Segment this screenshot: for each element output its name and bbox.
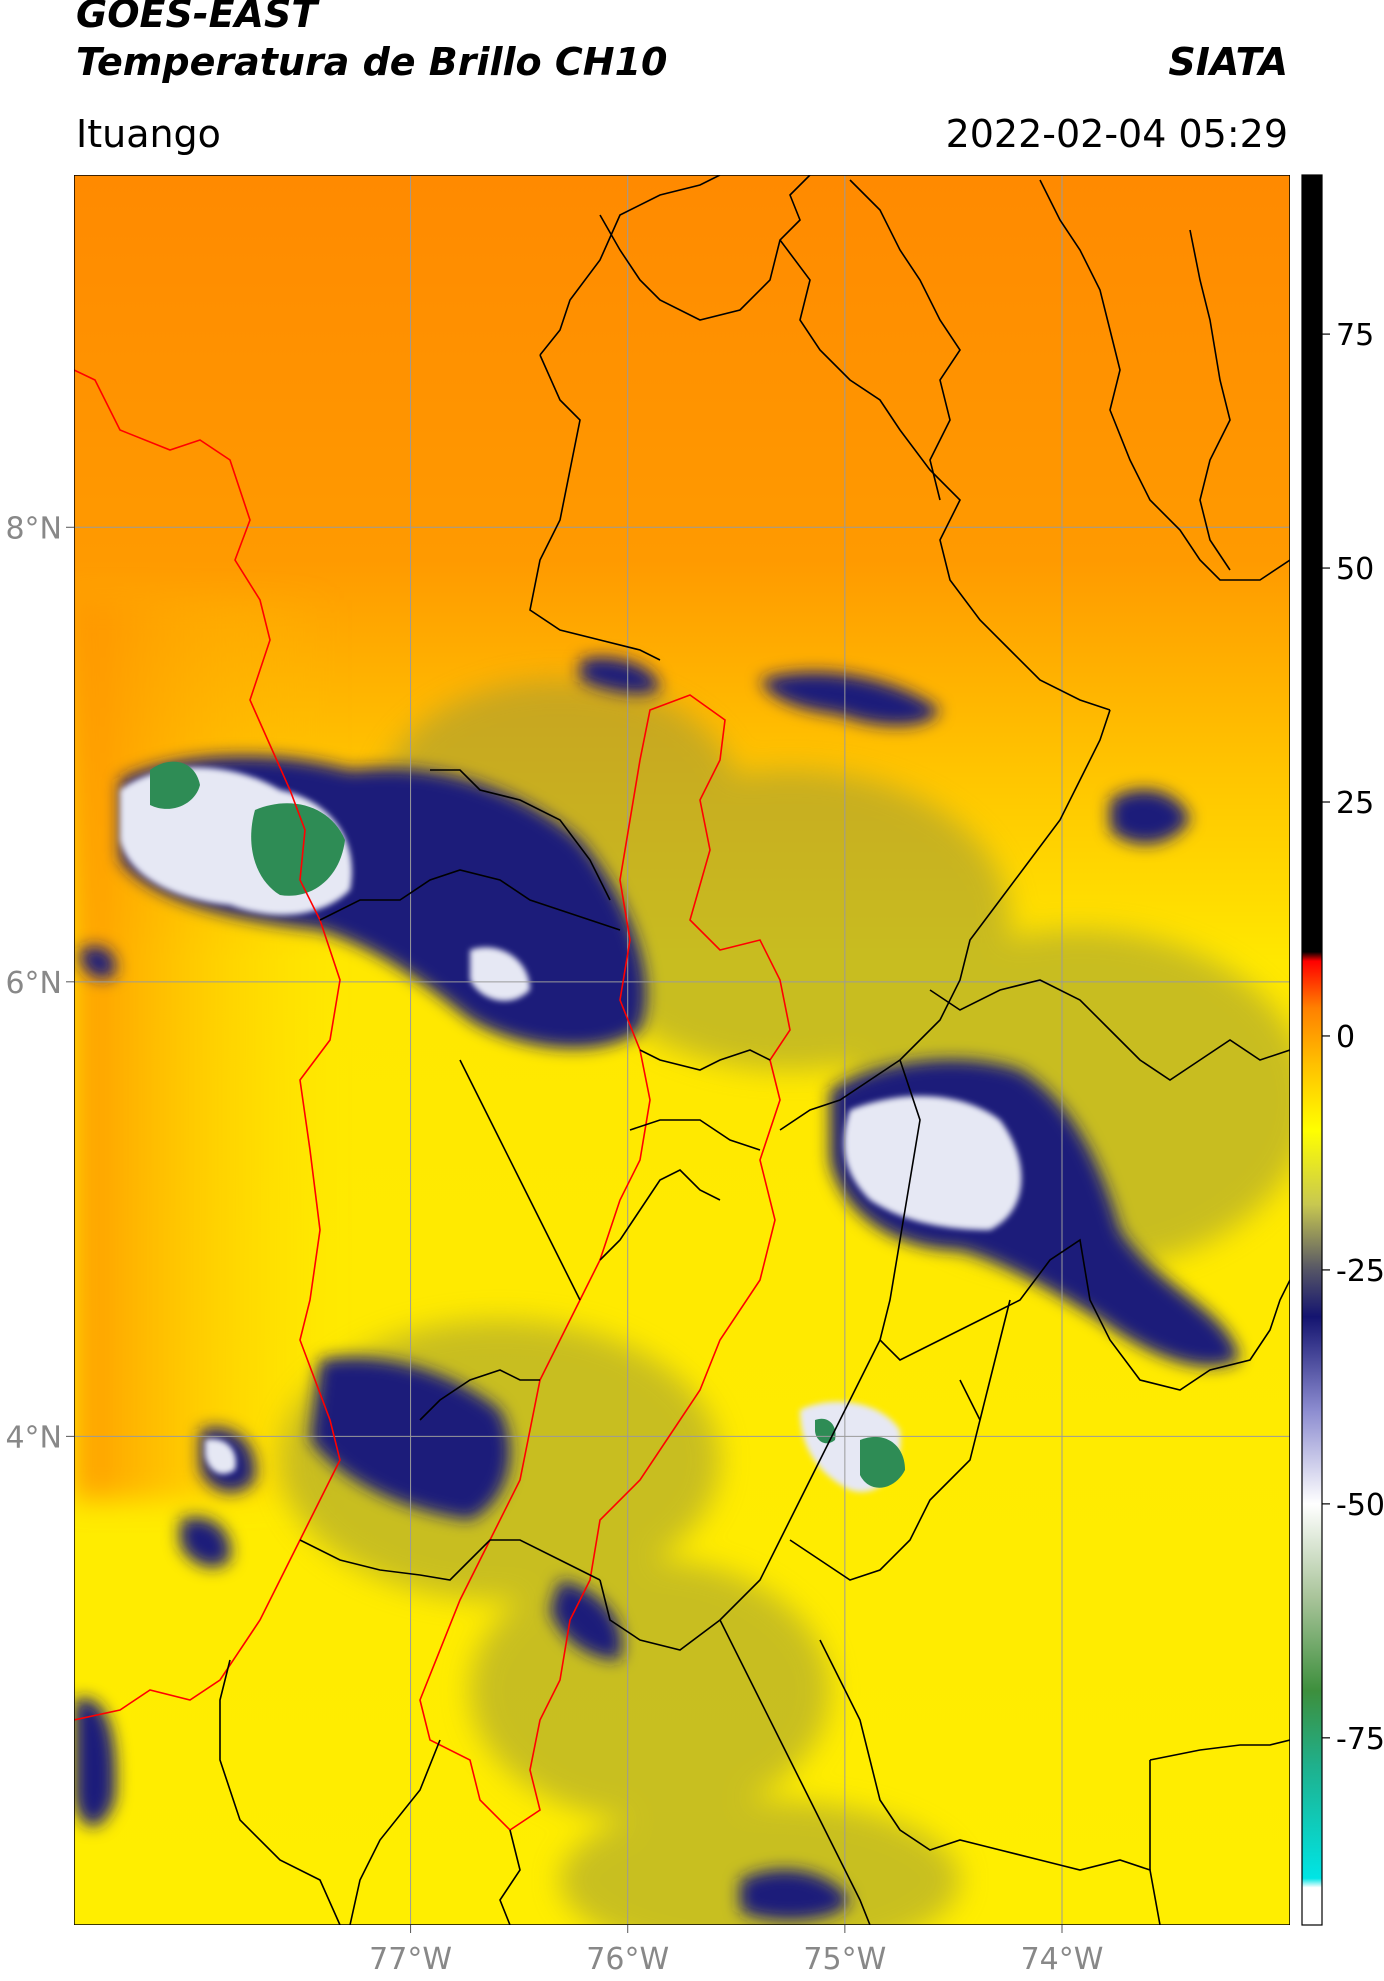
lon-tick-label: 74°W — [1021, 1942, 1104, 1977]
country-boundaries — [219, 175, 1290, 1925]
latitude-tick-labels: 8°N 6°N 4°N — [5, 511, 74, 1455]
colorbar-tick-labels: 75 50 25 0 -25 -50 -75 — [1322, 318, 1384, 1757]
map-plot-area — [74, 175, 1290, 1925]
colorbar-tick-label: 50 — [1336, 552, 1374, 587]
lon-tick-label: 75°W — [803, 1942, 886, 1977]
colorbar-tick-label: 25 — [1336, 786, 1374, 821]
product-title: Temperatura de Brillo CH10 — [76, 40, 668, 84]
lat-tick-label: 8°N — [5, 511, 62, 546]
location-label: Ituango — [76, 112, 221, 156]
colorbar: 75 50 25 0 -25 -50 -75 — [1301, 174, 1384, 1926]
colorbar-tick-label: -75 — [1336, 1722, 1384, 1757]
colorbar-tick-label: -25 — [1336, 1254, 1384, 1289]
lon-tick-label: 76°W — [586, 1942, 669, 1977]
graticule — [74, 175, 1290, 1925]
timestamp-label: 2022-02-04 05:29 — [945, 112, 1288, 156]
organization-label: SIATA — [1168, 40, 1288, 84]
coldest-cores — [150, 761, 905, 1488]
pacific-warm-region — [74, 600, 334, 1500]
colorbar-frame — [1301, 174, 1323, 1926]
longitude-tick-labels: 77°W 76°W 75°W 74°W — [369, 1925, 1103, 1977]
satellite-title: GOES-EAST — [76, 0, 318, 36]
colorbar-fill — [1302, 175, 1322, 1925]
antioquia-boundary — [419, 694, 791, 1832]
colorbar-tick-label: 0 — [1336, 1020, 1355, 1055]
region-boundaries — [74, 369, 791, 1832]
coastline — [74, 369, 341, 1721]
colorbar-gradient — [1302, 175, 1322, 1925]
colorbar-tick-label: -50 — [1336, 1488, 1384, 1523]
lon-tick-label: 77°W — [369, 1942, 452, 1977]
colorbar-tick-label: 75 — [1336, 318, 1374, 353]
lat-tick-label: 4°N — [5, 1420, 62, 1455]
lat-tick-label: 6°N — [5, 966, 62, 1001]
